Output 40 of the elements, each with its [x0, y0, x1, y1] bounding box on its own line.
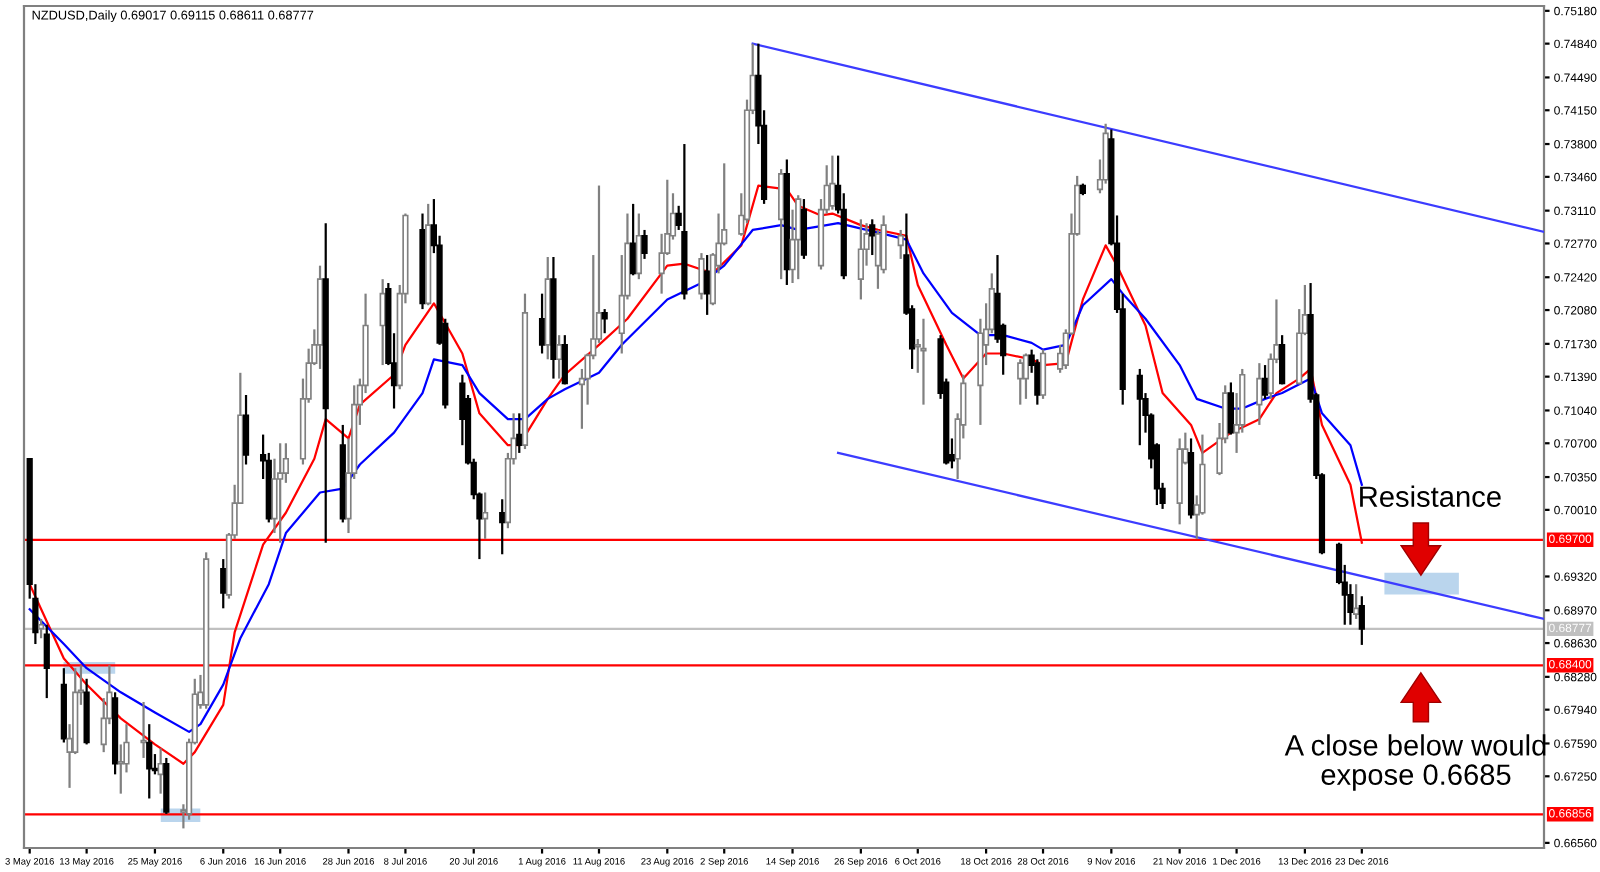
candlestick — [1261, 363, 1269, 400]
candlestick — [140, 700, 147, 760]
candlestick — [897, 228, 904, 261]
candlestick — [869, 218, 876, 257]
candlestick — [556, 334, 563, 380]
candlestick — [1136, 367, 1143, 447]
candlestick — [220, 557, 227, 610]
candlestick — [601, 307, 608, 335]
candlestick — [800, 197, 808, 261]
candlestick — [704, 253, 711, 316]
candlestick — [277, 442, 284, 544]
candlestick — [43, 623, 50, 700]
candlestick — [1017, 358, 1024, 406]
annotation: Resistance — [1360, 485, 1501, 507]
candlestick — [242, 393, 250, 466]
candlestick — [829, 154, 836, 211]
annotation: A close below would expose 0.6685 — [1284, 734, 1546, 791]
candlestick — [561, 334, 568, 386]
candlestick — [482, 491, 489, 540]
candlestick — [538, 292, 546, 355]
candlestick — [516, 412, 523, 455]
candlestick — [1039, 348, 1047, 400]
candlestick — [641, 228, 648, 261]
candlestick — [1022, 352, 1030, 400]
candlestick — [920, 317, 927, 406]
candlestick — [778, 168, 785, 281]
candlestick — [630, 202, 637, 277]
candlestick — [146, 723, 153, 800]
candlestick — [874, 228, 882, 290]
candlestick — [795, 194, 802, 281]
candlestick — [1358, 595, 1365, 647]
candlestick — [1353, 583, 1360, 621]
candlestick — [1256, 362, 1263, 427]
candlestick — [499, 498, 506, 556]
candlestick — [1227, 381, 1235, 436]
candlestick — [1034, 358, 1041, 406]
candlestick — [1279, 334, 1286, 386]
candlestick — [37, 617, 45, 640]
candlestick — [698, 252, 705, 301]
candlestick — [857, 218, 864, 301]
